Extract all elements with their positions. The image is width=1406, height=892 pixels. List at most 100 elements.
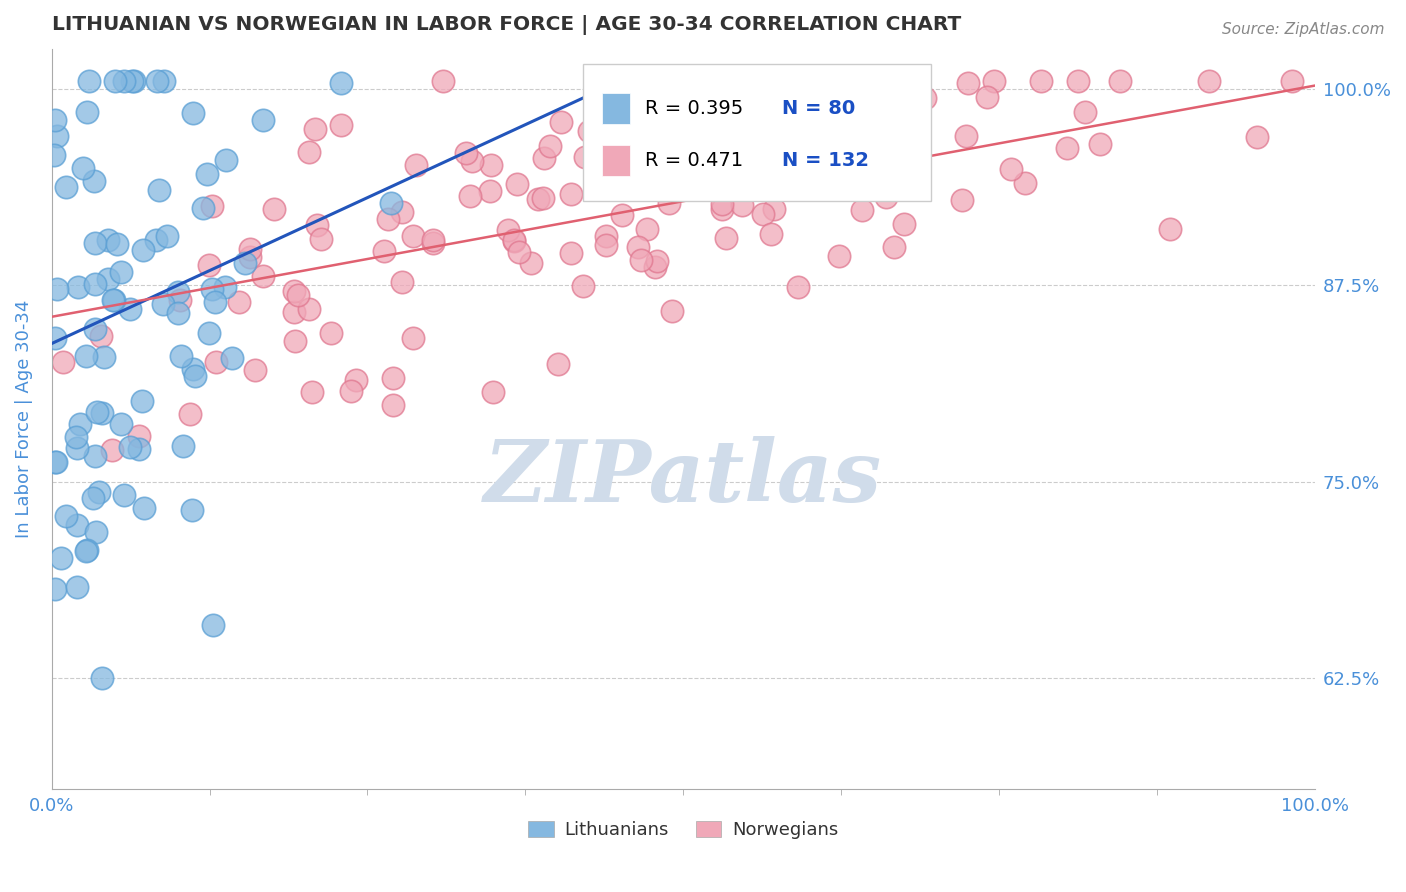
Point	[118, 301, 141, 316]
Point	[547, 357, 569, 371]
Point	[866, 122, 889, 136]
Point	[167, 306, 190, 320]
Point	[52, 355, 75, 369]
Point	[93, 350, 115, 364]
Point	[84, 449, 107, 463]
Point	[84, 524, 107, 539]
Point	[183, 369, 205, 384]
Point	[610, 208, 633, 222]
Point	[461, 153, 484, 168]
Point	[100, 443, 122, 458]
Point	[156, 228, 179, 243]
Point	[301, 385, 323, 400]
Point	[86, 405, 108, 419]
Point	[287, 288, 309, 302]
Point	[44, 330, 66, 344]
Point	[44, 582, 66, 596]
Point	[75, 349, 97, 363]
Point	[263, 202, 285, 216]
Point	[128, 442, 150, 457]
Point	[90, 406, 112, 420]
Text: N = 132: N = 132	[782, 151, 869, 169]
Point	[215, 153, 238, 168]
Point	[309, 232, 332, 246]
Point	[191, 202, 214, 216]
Point	[709, 84, 731, 98]
Point	[1074, 105, 1097, 120]
Point	[481, 158, 503, 172]
Point	[55, 508, 77, 523]
Point	[298, 302, 321, 317]
Point	[124, 74, 146, 88]
Point	[560, 246, 582, 260]
Point	[686, 156, 709, 170]
Point	[340, 384, 363, 399]
Point	[104, 74, 127, 88]
Point	[531, 191, 554, 205]
Point	[170, 349, 193, 363]
Point	[1000, 161, 1022, 176]
Point	[697, 180, 720, 194]
Point	[520, 256, 543, 270]
Point	[956, 77, 979, 91]
Point	[627, 240, 650, 254]
Point	[112, 74, 135, 88]
Point	[875, 190, 897, 204]
Point	[97, 233, 120, 247]
Point	[344, 373, 367, 387]
Point	[955, 129, 977, 144]
Point	[828, 249, 851, 263]
Point	[731, 134, 754, 148]
Point	[65, 430, 87, 444]
Point	[578, 124, 600, 138]
Point	[305, 218, 328, 232]
Point	[110, 264, 132, 278]
Point	[304, 122, 326, 136]
Point	[112, 488, 135, 502]
Point	[204, 354, 226, 368]
Point	[77, 74, 100, 88]
Point	[773, 74, 796, 88]
Point	[198, 259, 221, 273]
Text: R = 0.471: R = 0.471	[645, 151, 744, 169]
Point	[97, 272, 120, 286]
Point	[105, 236, 128, 251]
Text: Source: ZipAtlas.com: Source: ZipAtlas.com	[1222, 22, 1385, 37]
Point	[169, 293, 191, 307]
Point	[730, 198, 752, 212]
Point	[132, 501, 155, 516]
Point	[172, 439, 194, 453]
Point	[1198, 74, 1220, 88]
Point	[595, 238, 617, 252]
Point	[685, 134, 707, 148]
Point	[110, 417, 132, 431]
Text: ZIPatlas: ZIPatlas	[484, 436, 883, 520]
Point	[458, 189, 481, 203]
Point	[228, 294, 250, 309]
Point	[675, 154, 697, 169]
Point	[763, 202, 786, 217]
Point	[239, 242, 262, 256]
Point	[167, 285, 190, 300]
Text: LITHUANIAN VS NORWEGIAN IN LABOR FORCE | AGE 30-34 CORRELATION CHART: LITHUANIAN VS NORWEGIAN IN LABOR FORCE |…	[52, 15, 960, 35]
Point	[422, 235, 444, 250]
Point	[482, 384, 505, 399]
Point	[657, 195, 679, 210]
Point	[382, 398, 405, 412]
Point	[46, 129, 69, 144]
Point	[252, 113, 274, 128]
Point	[630, 159, 652, 173]
Point	[914, 91, 936, 105]
Point	[319, 326, 342, 340]
Point	[145, 233, 167, 247]
Point	[131, 394, 153, 409]
Point	[69, 417, 91, 431]
Text: R = 0.395: R = 0.395	[645, 99, 744, 118]
Point	[298, 145, 321, 159]
Point	[550, 115, 572, 129]
Point	[181, 503, 204, 517]
Point	[759, 227, 782, 242]
Point	[391, 205, 413, 219]
Point	[740, 108, 762, 122]
Text: N = 80: N = 80	[782, 99, 855, 118]
